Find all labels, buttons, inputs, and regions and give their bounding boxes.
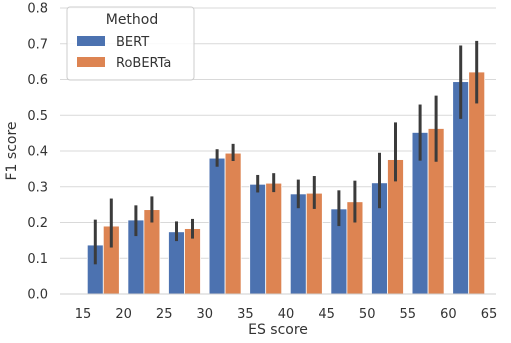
x-tick-label: 25 [156, 307, 173, 322]
x-tick-label: 35 [237, 307, 254, 322]
legend-label-roberta: RoBERTa [116, 56, 171, 71]
y-tick-label: 0.6 [27, 73, 48, 88]
x-tick-label: 20 [115, 307, 132, 322]
legend-label-bert: BERT [116, 35, 149, 50]
legend-swatch-bert [77, 36, 105, 46]
error-bars [93, 40, 479, 265]
x-tick-label: 45 [318, 307, 335, 322]
y-tick-label: 0.3 [27, 180, 48, 195]
bars [86, 71, 486, 295]
x-tick-label: 65 [481, 307, 498, 322]
y-tick-label: 0.0 [27, 288, 48, 303]
x-axis-label: ES score [248, 322, 308, 338]
legend-swatch-roberta [77, 57, 105, 67]
y-axis-ticks: 0.0 0.1 0.2 0.3 0.4 0.5 0.6 0.7 0.8 [27, 2, 48, 303]
y-tick-label: 0.2 [27, 216, 48, 231]
x-tick-label: 60 [440, 307, 457, 322]
x-tick-label: 55 [400, 307, 417, 322]
y-tick-label: 0.4 [27, 145, 48, 160]
bar-bert-25-30 [168, 231, 185, 295]
y-tick-label: 0.1 [27, 252, 48, 267]
y-tick-label: 0.5 [27, 109, 48, 124]
x-axis-ticks: 15 20 25 30 35 40 45 50 55 60 65 [75, 307, 498, 322]
y-tick-label: 0.8 [27, 2, 48, 17]
x-tick-label: 30 [197, 307, 214, 322]
legend: Method BERT RoBERTa [66, 6, 195, 81]
bar-roberta-30-35 [224, 152, 242, 295]
bar-bert-35-40 [249, 183, 267, 295]
bar-bert-30-35 [208, 157, 226, 295]
bar-roberta-60-65 [468, 71, 486, 295]
y-tick-label: 0.7 [27, 37, 48, 52]
x-tick-label: 15 [75, 307, 92, 322]
legend-title: Method [106, 12, 159, 28]
x-tick-label: 50 [359, 307, 376, 322]
x-tick-label: 40 [278, 307, 295, 322]
bar-roberta-35-40 [265, 182, 283, 295]
bar-bert-40-45 [289, 193, 307, 295]
y-axis-label: F1 score [4, 121, 20, 180]
